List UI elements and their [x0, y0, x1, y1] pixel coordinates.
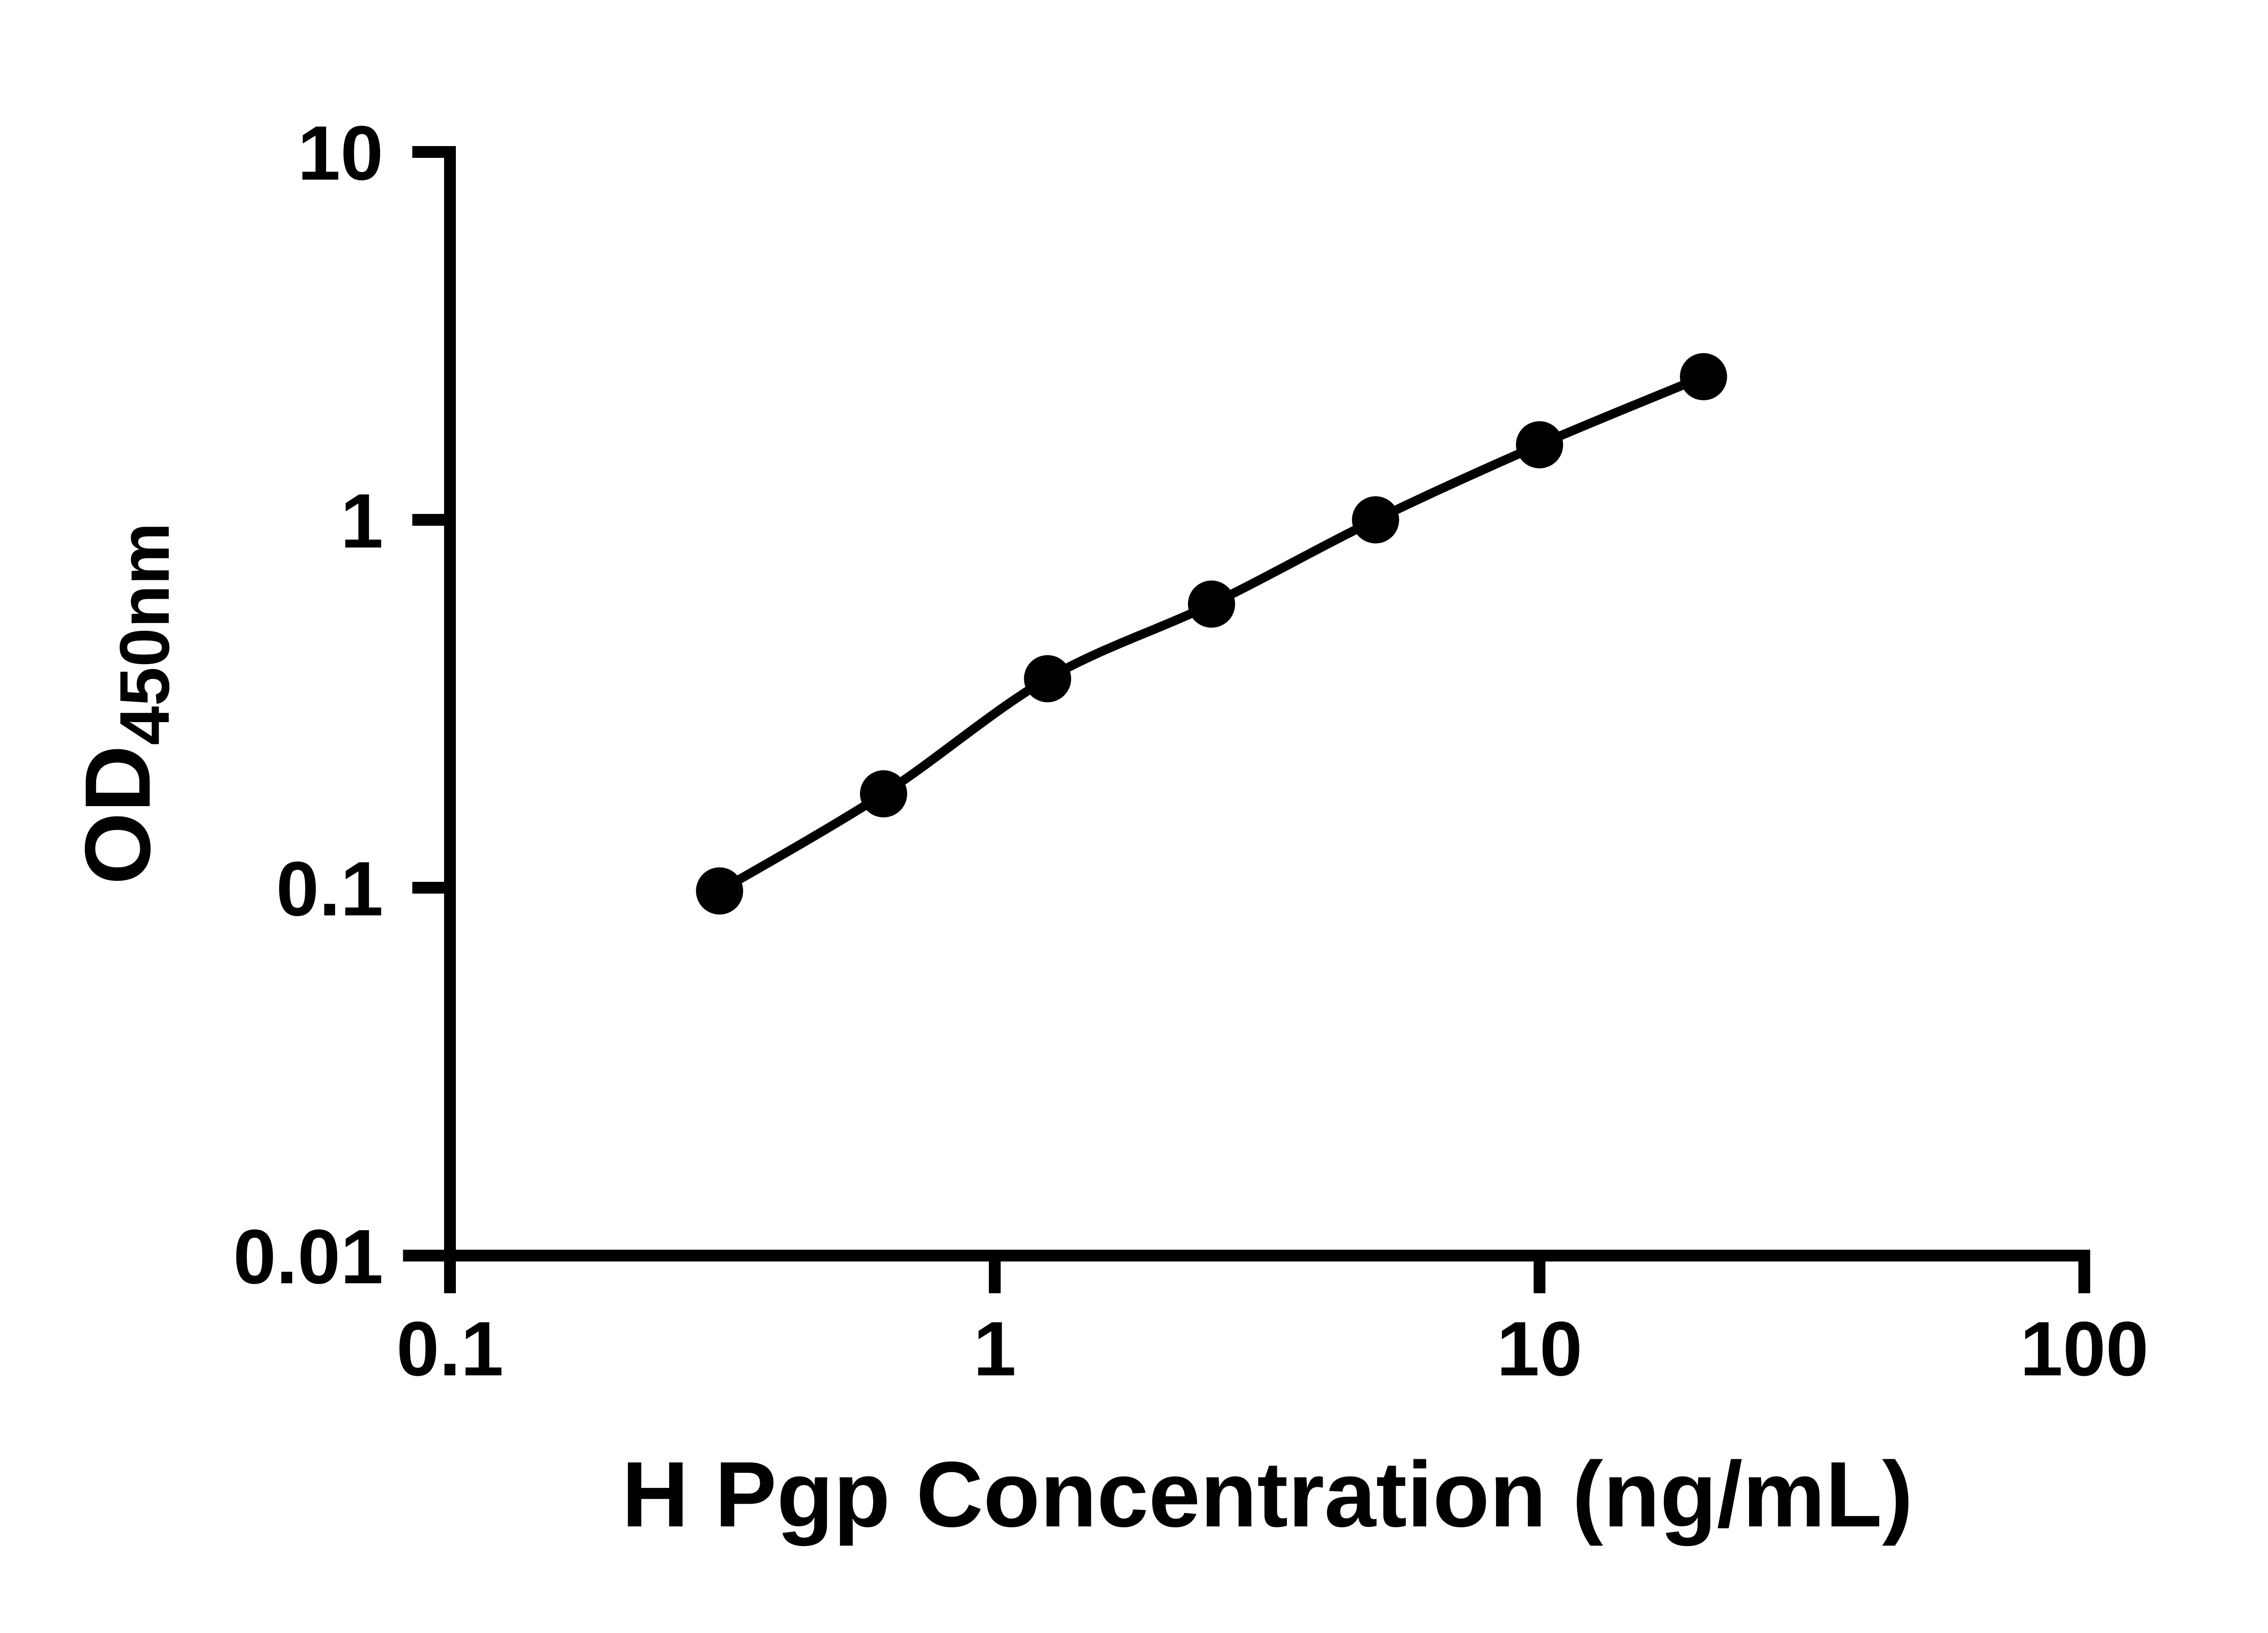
x-tick-label: 100: [2020, 1306, 2149, 1392]
axes: [403, 146, 2090, 1293]
x-tick-label: 1: [973, 1306, 1017, 1392]
x-tick-label: 10: [1496, 1306, 1582, 1392]
data-point: [1680, 353, 1727, 401]
y-axis-title: OD450nm: [66, 523, 184, 885]
x-tick-label: 0.1: [396, 1306, 503, 1392]
y-tick-label: 0.1: [276, 846, 383, 932]
y-axis-line: [412, 146, 456, 1256]
y-tick-label: 1: [340, 478, 383, 564]
data-point: [1188, 580, 1235, 628]
x-axis-title: H Pgp Concentration (ng/mL): [622, 1442, 1913, 1546]
data-point: [1352, 496, 1399, 543]
x-axis-line: [403, 1250, 2090, 1293]
y-axis-tick-labels: 10 1 0.1 0.01: [233, 110, 383, 1300]
x-axis-tick-labels: 0.1 1 10 100: [396, 1306, 2149, 1392]
data-point: [1516, 421, 1563, 469]
y-axis-title-main: OD: [66, 745, 170, 885]
y-tick-label: 0.01: [233, 1214, 383, 1300]
x-axis-ticks: [444, 1261, 2090, 1293]
y-tick-label: 10: [298, 110, 383, 196]
data-point: [860, 770, 907, 817]
y-axis-title-subscript: 450nm: [105, 523, 184, 745]
y-axis-ticks: [412, 146, 444, 1261]
data-series: [696, 353, 1727, 915]
data-point: [696, 867, 743, 915]
data-point: [1024, 655, 1071, 703]
data-points: [696, 353, 1727, 915]
